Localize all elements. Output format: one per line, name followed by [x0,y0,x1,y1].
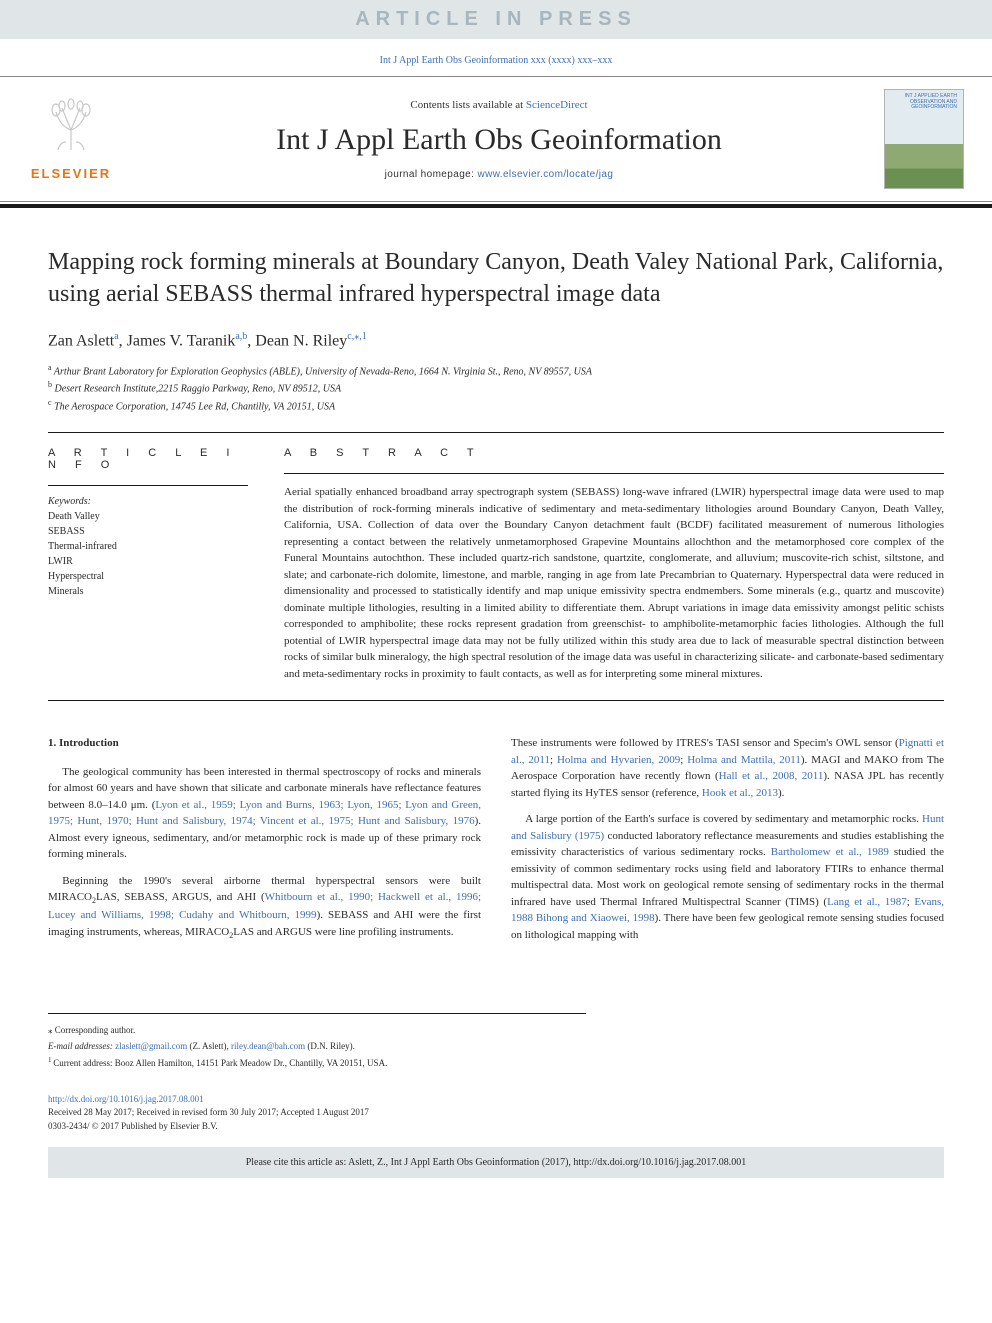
keywords-label: Keywords: [48,496,248,507]
journal-homepage-line: journal homepage: www.elsevier.com/locat… [136,169,862,180]
affiliation-line: c The Aerospace Corporation, 14745 Lee R… [48,397,944,414]
email-1-link[interactable]: zlaslett@gmail.com [115,1041,187,1051]
issn-line: 0303-2434/ © 2017 Published by Elsevier … [48,1121,218,1131]
journal-homepage-link[interactable]: www.elsevier.com/locate/jag [477,169,613,180]
keyword: LWIR [48,554,248,569]
keyword: Minerals [48,584,248,599]
body-paragraph: The geological community has been intere… [48,764,481,863]
body-paragraph: Beginning the 1990's several airborne th… [48,873,481,942]
article-title: Mapping rock forming minerals at Boundar… [48,246,944,311]
article-content: Mapping rock forming minerals at Boundar… [0,208,992,1083]
affiliations: a Arthur Brant Laboratory for Exploratio… [48,362,944,414]
email-addresses: E-mail addresses: zlaslett@gmail.com (Z.… [48,1040,586,1054]
article-info-left: A R T I C L E I N F O Keywords: Death Va… [48,447,248,682]
email-2-who: (D.N. Riley). [305,1041,355,1051]
body-paragraph: A large portion of the Earth's surface i… [511,811,944,943]
abs-rule [284,473,944,474]
homepage-prefix: journal homepage: [385,169,478,180]
body-paragraph: These instruments were followed by ITRES… [511,735,944,801]
journal-title: Int J Appl Earth Obs Geoinformation [136,123,862,157]
affiliation-line: a Arthur Brant Laboratory for Exploratio… [48,362,944,379]
sciencedirect-link[interactable]: ScienceDirect [526,99,588,111]
elsevier-logo: ELSEVIER [28,98,114,181]
footnotes: ⁎ Corresponding author. E-mail addresses… [48,1013,586,1071]
affiliation-line: b Desert Research Institute,2215 Raggio … [48,379,944,396]
corresponding-author-note: ⁎ Corresponding author. [48,1022,586,1038]
contents-lists-line: Contents lists available at ScienceDirec… [136,99,862,111]
elsevier-tree-icon [38,98,104,162]
masthead: ELSEVIER Contents lists available at Sci… [0,76,992,202]
masthead-center: Contents lists available at ScienceDirec… [136,99,862,180]
article-info-row: A R T I C L E I N F O Keywords: Death Va… [48,447,944,682]
section-1-head: 1. Introduction [48,735,481,752]
body-columns: 1. Introduction The geological community… [48,735,944,953]
elsevier-wordmark: ELSEVIER [31,166,111,181]
kw-rule [48,485,248,486]
article-in-press-band: ARTICLE IN PRESS [0,0,992,39]
contents-prefix: Contents lists available at [410,99,525,111]
fn1-text: Current address: Booz Allen Hamilton, 14… [53,1058,387,1068]
author-list: Zan Asletta, James V. Taranika,b, Dean N… [48,331,944,350]
keywords-list: Death ValleySEBASSThermal-infraredLWIRHy… [48,509,248,599]
journal-ref-line: Int J Appl Earth Obs Geoinformation xxx … [0,39,992,76]
citation-band: Please cite this article as: Aslett, Z.,… [48,1147,944,1178]
abstract-head: A B S T R A C T [284,447,944,459]
journal-cover-thumb: INT J APPLIED EARTH OBSERVATION AND GEOI… [884,89,964,189]
email-1-who: (Z. Aslett), [187,1041,231,1051]
doi-link[interactable]: http://dx.doi.org/10.1016/j.jag.2017.08.… [48,1094,204,1104]
abstract-body: Aerial spatially enhanced broadband arra… [284,484,944,682]
keyword: Death Valley [48,509,248,524]
email-label: E-mail addresses: [48,1041,115,1051]
abstract-col: A B S T R A C T Aerial spatially enhance… [284,447,944,682]
cover-title-text: INT J APPLIED EARTH OBSERVATION AND GEOI… [891,94,957,111]
received-line: Received 28 May 2017; Received in revise… [48,1107,369,1117]
email-2-link[interactable]: riley.dean@bah.com [231,1041,305,1051]
keyword: Hyperspectral [48,569,248,584]
column-1: 1. Introduction The geological community… [48,735,481,953]
keyword: Thermal-infrared [48,539,248,554]
column-2: These instruments were followed by ITRES… [511,735,944,953]
corr-text: ⁎ Corresponding author. [48,1025,135,1035]
article-info-head: A R T I C L E I N F O [48,447,248,471]
info-bottom-rule [48,700,944,701]
footer-block: http://dx.doi.org/10.1016/j.jag.2017.08.… [0,1093,992,1134]
journal-ref-link[interactable]: Int J Appl Earth Obs Geoinformation xxx … [380,55,613,66]
info-top-rule [48,432,944,433]
footnote-1: 1 Current address: Booz Allen Hamilton, … [48,1055,586,1071]
keyword: SEBASS [48,524,248,539]
